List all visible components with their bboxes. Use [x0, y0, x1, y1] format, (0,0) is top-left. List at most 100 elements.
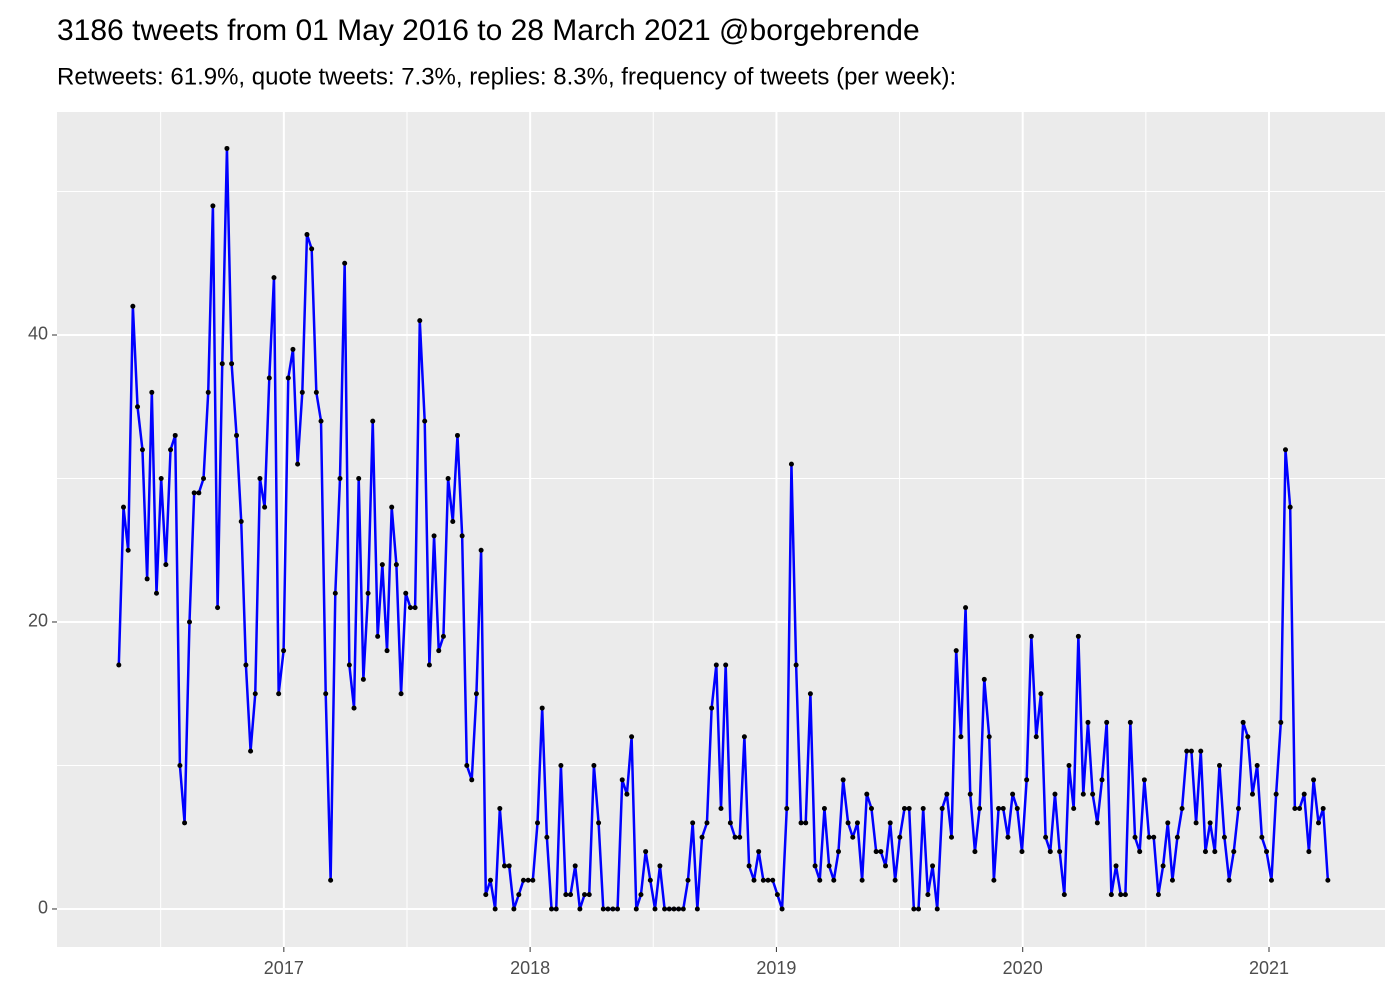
- data-point: [916, 906, 922, 912]
- data-point: [850, 834, 856, 840]
- data-point: [1000, 806, 1006, 812]
- data-point: [868, 806, 874, 812]
- data-point: [346, 662, 352, 668]
- data-point: [1047, 849, 1053, 855]
- data-point: [365, 590, 371, 596]
- data-point: [210, 203, 216, 209]
- data-point: [638, 892, 644, 898]
- data-point: [407, 605, 413, 611]
- data-point: [163, 562, 169, 568]
- x-tick-label: 2020: [1003, 958, 1043, 978]
- data-point: [1316, 820, 1322, 826]
- data-point: [469, 777, 475, 783]
- data-point: [558, 762, 564, 768]
- data-point: [939, 806, 945, 812]
- data-point: [577, 906, 583, 912]
- data-point: [1311, 777, 1317, 783]
- data-point: [309, 246, 315, 252]
- x-tick-label: 2018: [510, 958, 550, 978]
- data-point: [647, 877, 653, 883]
- data-point: [1297, 806, 1303, 812]
- data-point: [154, 590, 160, 596]
- data-point: [1235, 806, 1241, 812]
- data-point: [422, 418, 428, 424]
- data-point: [878, 849, 884, 855]
- data-point: [440, 633, 446, 639]
- data-point: [1216, 762, 1222, 768]
- data-point: [351, 705, 357, 711]
- data-point: [487, 877, 493, 883]
- data-point: [1090, 791, 1096, 797]
- data-point: [920, 806, 926, 812]
- y-tick-label: 0: [38, 898, 48, 918]
- data-point: [182, 820, 188, 826]
- data-point: [1075, 633, 1081, 639]
- data-point: [313, 389, 319, 395]
- data-point: [304, 232, 310, 238]
- data-point: [412, 605, 418, 611]
- data-point: [1071, 806, 1077, 812]
- data-point: [563, 892, 569, 898]
- data-point: [680, 906, 686, 912]
- data-point: [1287, 504, 1293, 510]
- data-point: [1193, 820, 1199, 826]
- data-point: [723, 662, 729, 668]
- data-point: [1014, 806, 1020, 812]
- data-point: [1268, 877, 1274, 883]
- data-point: [944, 791, 950, 797]
- data-point: [892, 877, 898, 883]
- data-point: [276, 691, 282, 697]
- data-point: [972, 849, 978, 855]
- data-point: [436, 648, 442, 654]
- y-tick-label: 40: [28, 324, 48, 344]
- data-point: [624, 791, 630, 797]
- data-point: [883, 863, 889, 869]
- data-point: [615, 906, 621, 912]
- data-point: [812, 863, 818, 869]
- data-point: [1306, 849, 1312, 855]
- data-point: [713, 662, 719, 668]
- data-point: [1155, 892, 1161, 898]
- data-point: [549, 906, 555, 912]
- data-point: [1169, 877, 1175, 883]
- data-point: [591, 762, 597, 768]
- data-point: [1099, 777, 1105, 783]
- data-point: [1221, 834, 1227, 840]
- data-point: [497, 806, 503, 812]
- data-point: [1188, 748, 1194, 754]
- data-point: [1320, 806, 1326, 812]
- data-point: [271, 275, 277, 281]
- data-point: [1160, 863, 1166, 869]
- data-point: [149, 389, 155, 395]
- data-point: [586, 892, 592, 898]
- data-point: [671, 906, 677, 912]
- data-point: [568, 892, 574, 898]
- data-point: [398, 691, 404, 697]
- data-point: [158, 475, 164, 481]
- data-point: [732, 834, 738, 840]
- data-point: [1061, 892, 1067, 898]
- data-point: [1118, 892, 1124, 898]
- data-point: [520, 877, 526, 883]
- data-point: [1024, 777, 1030, 783]
- data-point: [991, 877, 997, 883]
- data-point: [831, 877, 837, 883]
- data-point: [963, 605, 969, 611]
- data-point: [370, 418, 376, 424]
- x-tick-label: 2021: [1249, 958, 1289, 978]
- chart-subtitle: Retweets: 61.9%, quote tweets: 7.3%, rep…: [57, 63, 956, 90]
- data-point: [817, 877, 823, 883]
- data-point: [177, 762, 183, 768]
- data-point: [516, 892, 522, 898]
- data-point: [1226, 877, 1232, 883]
- data-point: [1127, 719, 1133, 725]
- data-point: [266, 375, 272, 381]
- plot-panel: [57, 112, 1385, 947]
- data-point: [925, 892, 931, 898]
- data-point: [685, 877, 691, 883]
- data-point: [360, 676, 366, 682]
- data-point: [201, 475, 207, 481]
- data-point: [403, 590, 409, 596]
- data-point: [168, 447, 174, 453]
- data-point: [172, 432, 178, 438]
